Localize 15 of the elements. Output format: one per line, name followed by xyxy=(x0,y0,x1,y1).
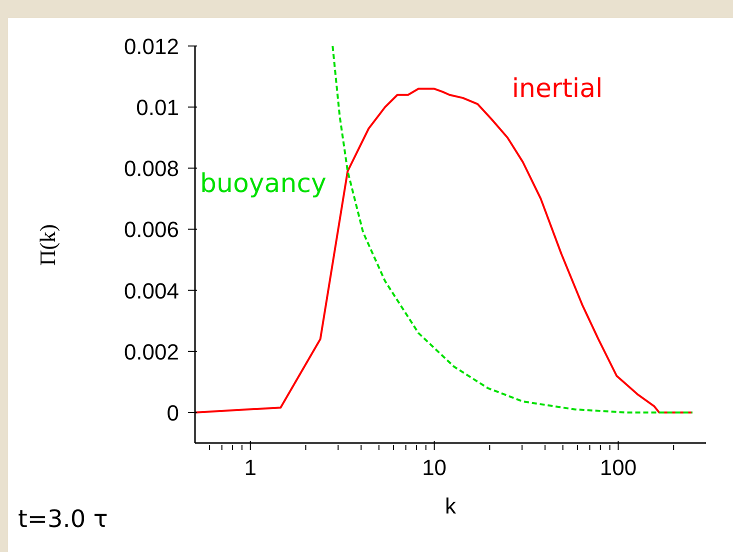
y-tick-label: 0.012 xyxy=(124,34,179,59)
y-tick-label: 0.01 xyxy=(136,95,179,120)
text: t=3.0 τ xyxy=(18,505,108,533)
y-tick-label: 0.006 xyxy=(124,217,179,242)
x-tick-label: 1 xyxy=(244,455,256,480)
y-tick-label: 0.002 xyxy=(124,339,179,364)
x-tick-label: 100 xyxy=(600,455,637,480)
y-tick-label: 0.008 xyxy=(124,156,179,182)
x-axis-title: k xyxy=(445,494,457,519)
series-label: inertial xyxy=(512,74,603,104)
y-axis-title: Π(k) xyxy=(35,224,61,266)
series-label: buoyancy xyxy=(200,169,326,200)
y-tick-label: 0.004 xyxy=(124,278,179,304)
x-tick-label: 10 xyxy=(422,455,447,480)
y-tick-label: 0 xyxy=(166,400,179,426)
